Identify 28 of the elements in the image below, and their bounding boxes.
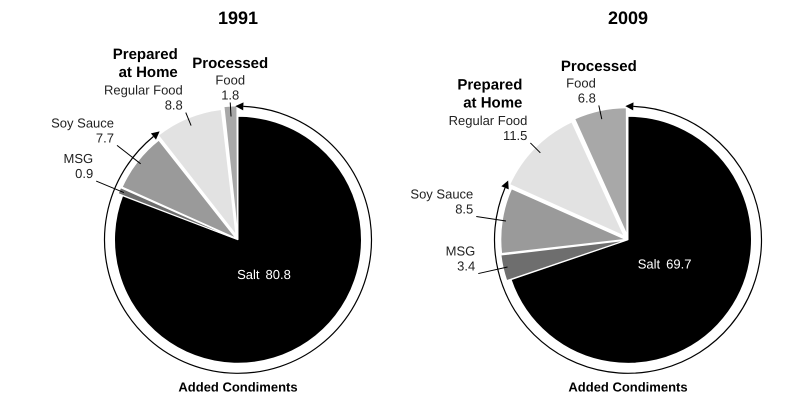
chart-title: 2009 bbox=[608, 8, 648, 28]
text: Prepared at Home bbox=[457, 76, 522, 112]
data-label: 6.8 bbox=[578, 90, 596, 106]
chart-title: 1991 bbox=[218, 8, 258, 28]
slice-label: Salt bbox=[237, 266, 260, 282]
data-label: 8.5 bbox=[455, 202, 474, 217]
data-label: 1.8 bbox=[221, 88, 240, 103]
slice-label: Regular Food bbox=[448, 113, 528, 128]
text: Prepared at Home bbox=[112, 46, 178, 82]
slice-label: Food bbox=[215, 72, 246, 88]
text: Processed bbox=[192, 55, 268, 72]
data-label: 8.8 bbox=[164, 98, 183, 113]
text: Added Condiments bbox=[568, 379, 688, 394]
slice-label: Food bbox=[566, 76, 596, 91]
text: Processed bbox=[560, 58, 637, 76]
data-label: 80.8 bbox=[266, 266, 291, 282]
slice-label: Soy Sauce bbox=[410, 186, 474, 202]
data-label: 7.7 bbox=[96, 130, 114, 146]
slice-label: MSG bbox=[446, 244, 476, 259]
data-label: 3.4 bbox=[457, 258, 476, 274]
data-label: 69.7 bbox=[666, 256, 692, 272]
slice-label: Soy Sauce bbox=[51, 115, 114, 130]
text: Added Condiments bbox=[178, 379, 298, 394]
slice-label: MSG bbox=[64, 151, 94, 166]
data-label: 0.9 bbox=[75, 166, 94, 182]
slice-label: Salt bbox=[638, 256, 661, 272]
data-label: 11.5 bbox=[503, 128, 528, 144]
slice-label: Regular Food bbox=[104, 82, 183, 98]
